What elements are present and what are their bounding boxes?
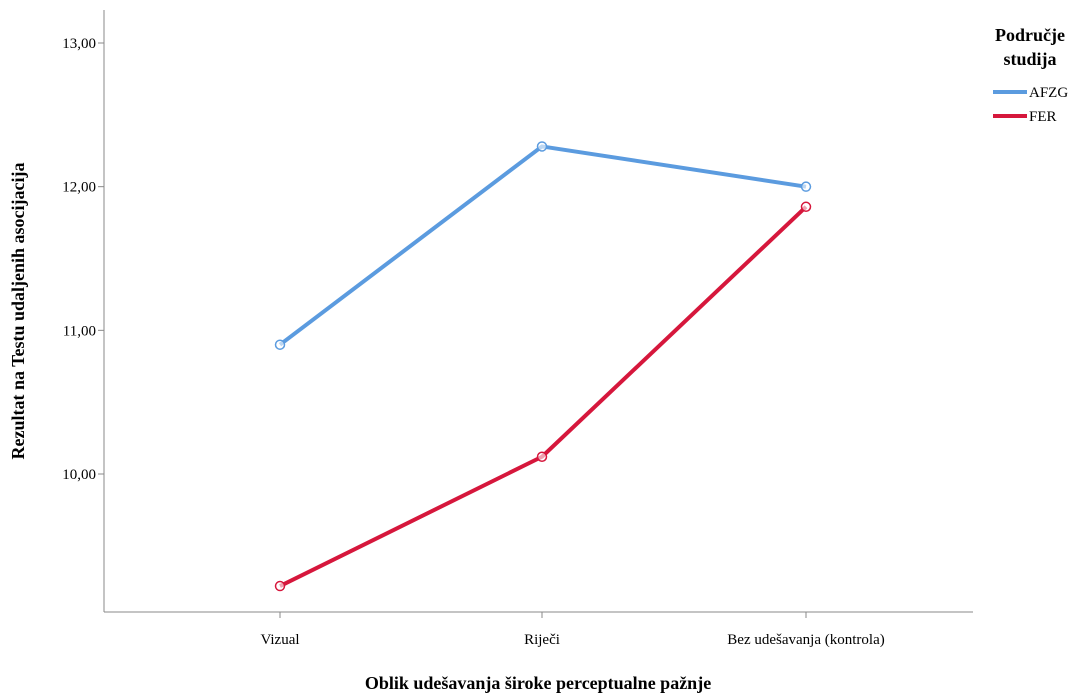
- y-tick-label: 12,00: [62, 180, 96, 196]
- series-line-fer: [279, 205, 808, 588]
- y-tick-label: 13,00: [62, 36, 96, 52]
- legend-label-afzg: AFZG: [1029, 85, 1068, 101]
- legend-title-line2: studija: [1003, 49, 1056, 69]
- x-axis-title: Oblik udešavanja široke perceptualne paž…: [365, 673, 711, 693]
- x-tick-label: Vizual: [260, 632, 299, 648]
- data-point-fer: [536, 451, 548, 463]
- y-axis-ticks: 10,00 11,00 12,00 13,00: [62, 36, 104, 483]
- x-tick-label: Bez udešavanja (kontrola): [727, 632, 884, 648]
- y-axis-title: Rezultat na Testu udaljenih asocijacija: [8, 162, 28, 459]
- data-point-afzg: [536, 141, 548, 152]
- plot-area: 10,00 11,00 12,00 13,00 Vizual Riječi Bez ude…: [62, 10, 973, 648]
- y-tick-label: 11,00: [63, 323, 96, 339]
- legend-items: AFZG FER: [993, 85, 1068, 125]
- legend-title-line1: Područje: [995, 25, 1065, 45]
- y-tick-label: 10,00: [62, 467, 96, 483]
- x-tick-label: Riječi: [524, 632, 560, 648]
- series-line-afzg: [278, 144, 807, 347]
- legend-label-fer: FER: [1029, 109, 1057, 125]
- data-point-fer: [274, 580, 286, 592]
- legend: Područje studija AFZG FER: [993, 25, 1068, 125]
- data-point-fer: [800, 201, 812, 213]
- x-axis-ticks: Vizual Riječi Bez udešavanja (kontrola): [260, 612, 885, 648]
- series-layer: [274, 141, 812, 592]
- data-point-afzg: [274, 339, 286, 350]
- data-point-afzg: [800, 181, 812, 192]
